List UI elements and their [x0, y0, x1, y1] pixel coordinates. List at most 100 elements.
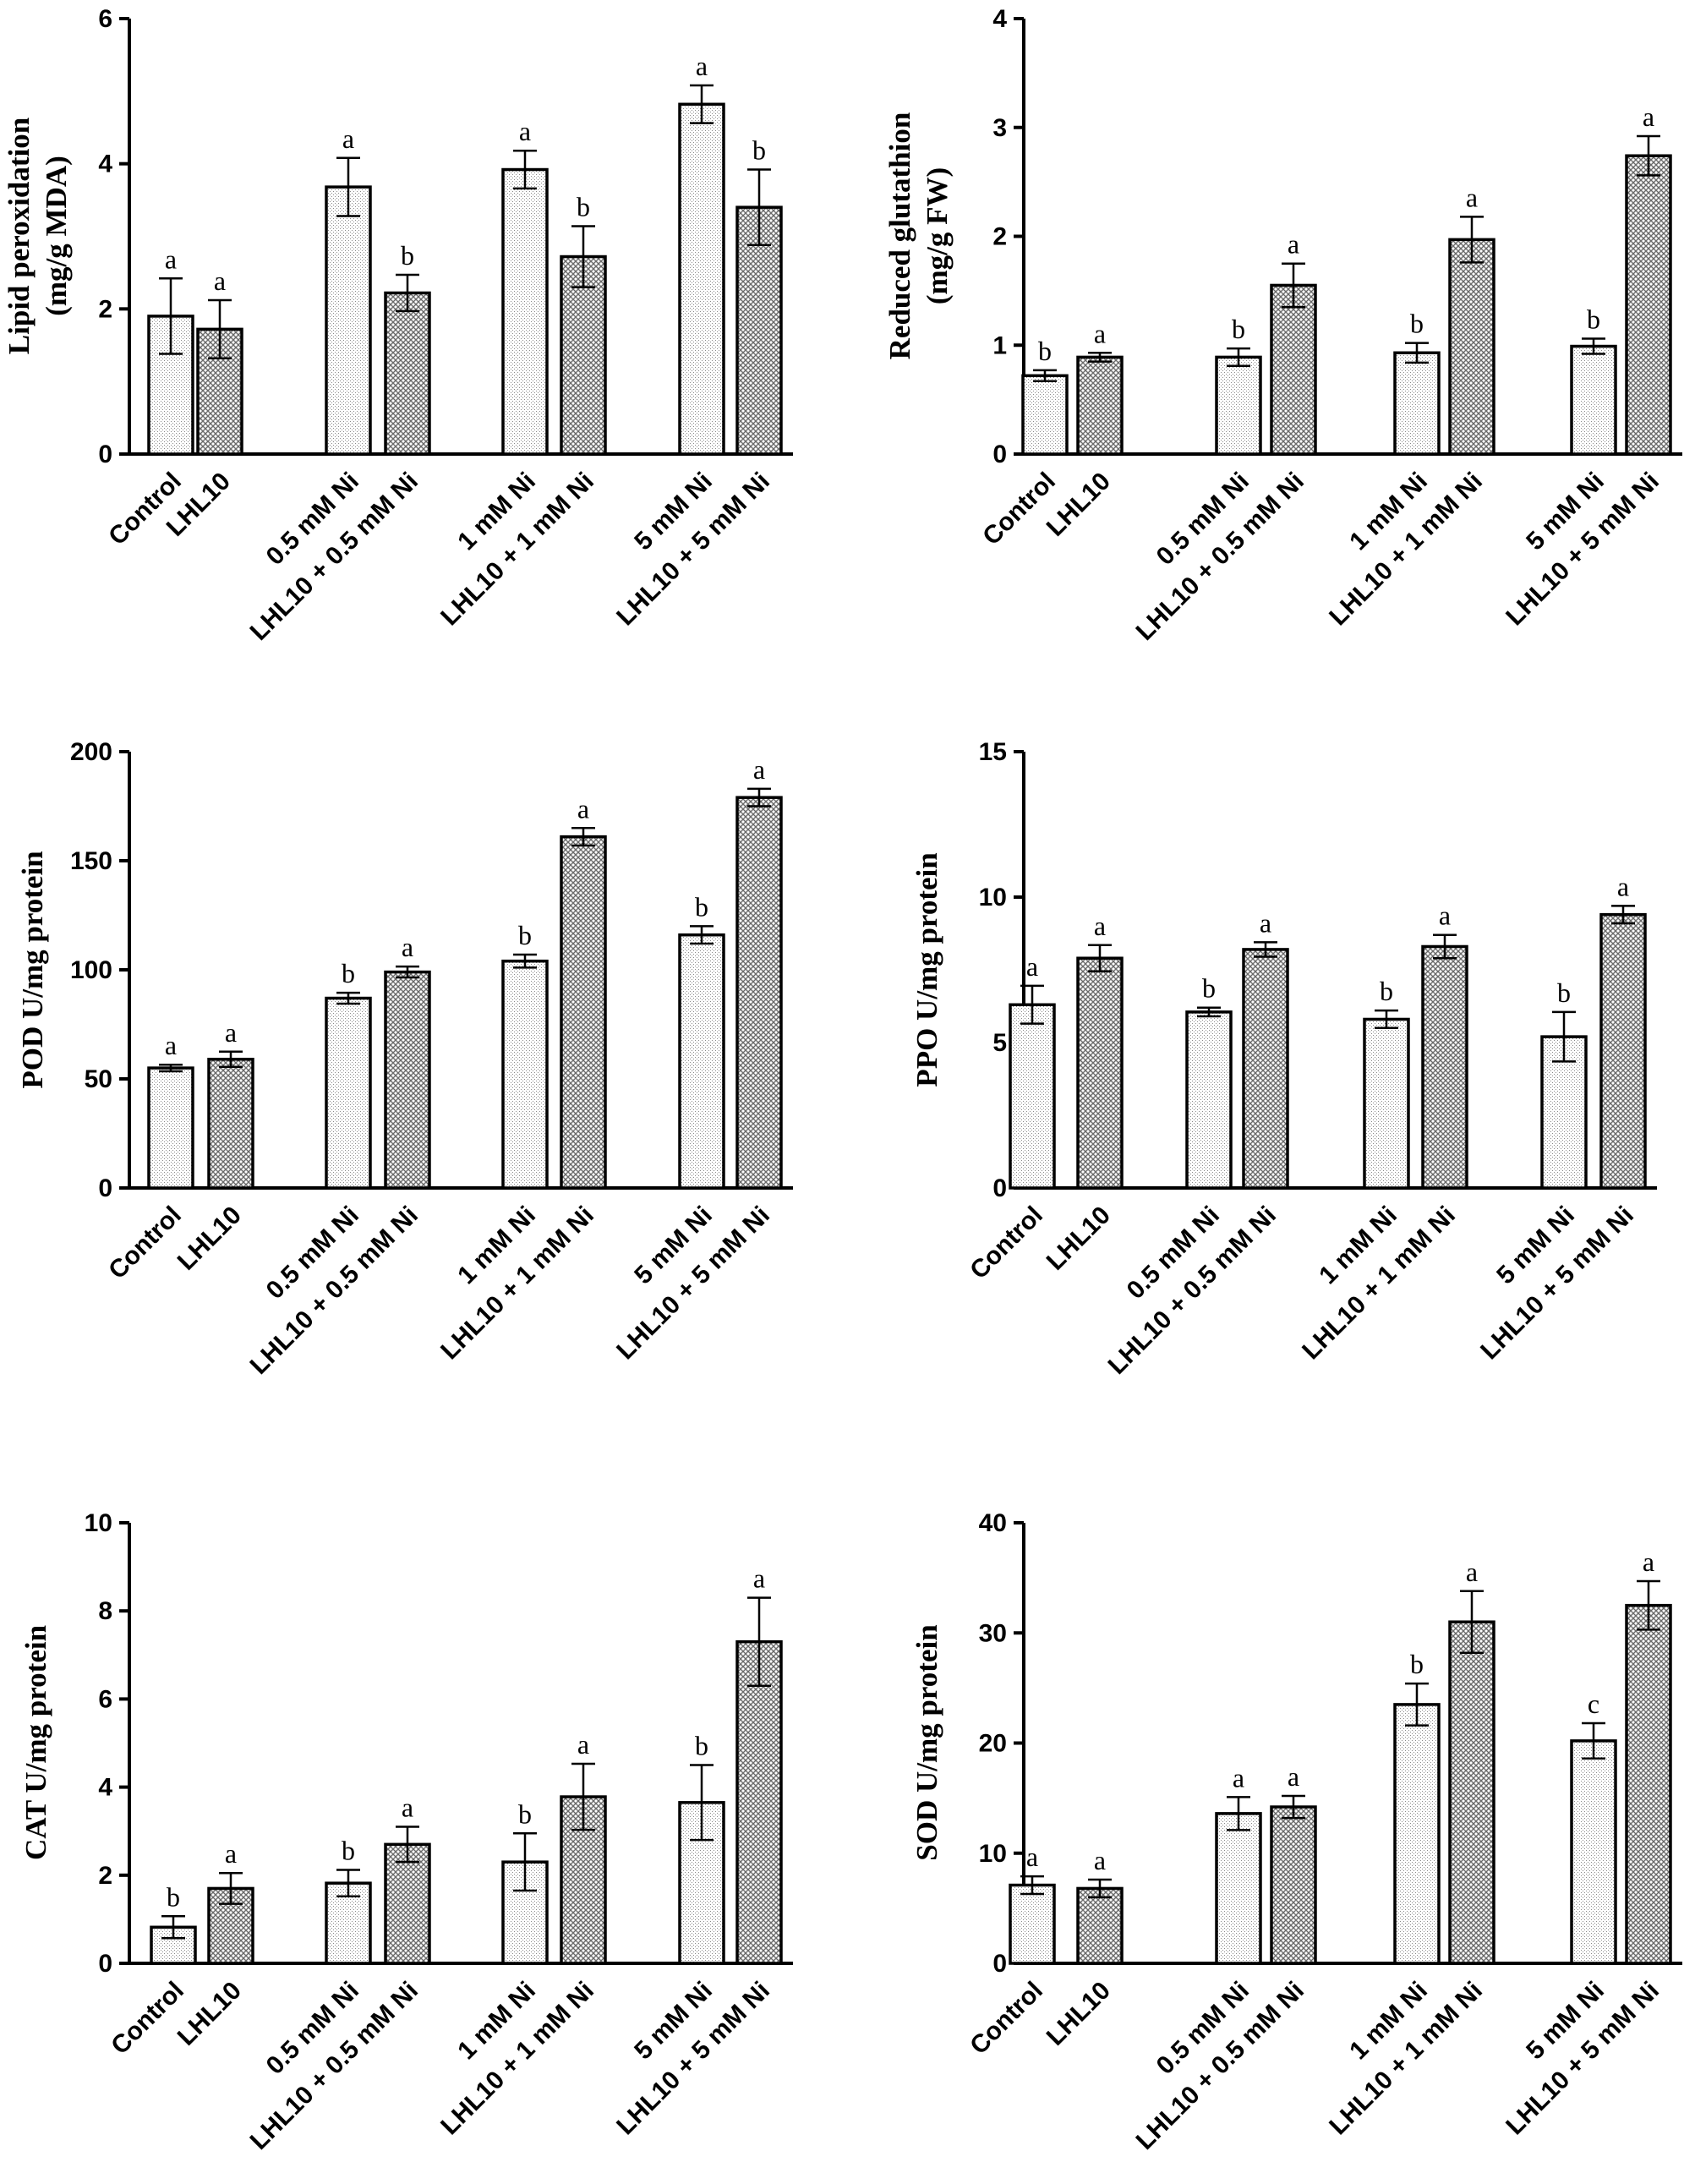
significance-letter: a — [1260, 907, 1271, 938]
significance-letter: b — [695, 891, 708, 922]
significance-letter: b — [695, 1731, 708, 1761]
bar — [735, 796, 783, 1190]
error-bar — [1582, 337, 1605, 355]
category-label: Control — [106, 1977, 189, 2061]
y-tick-label: 4 — [992, 5, 1007, 33]
y-tick-label: 10 — [979, 1840, 1007, 1868]
y-tick-label: 5 — [992, 1029, 1007, 1057]
significance-letter: a — [165, 244, 177, 274]
category-label: Control — [965, 1201, 1048, 1285]
y-axis-title: SOD U/mg protein — [910, 1624, 943, 1860]
error-bar — [208, 298, 232, 359]
error-bar — [1282, 1794, 1305, 1820]
significance-letter: a — [1233, 1762, 1244, 1793]
significance-letter: a — [1643, 1546, 1654, 1577]
significance-letter: a — [402, 932, 413, 962]
error-bar — [1637, 1579, 1660, 1631]
significance-letter: a — [402, 1792, 413, 1822]
y-tick-label: 6 — [98, 5, 112, 33]
category-label: LHL10 — [172, 1201, 247, 1276]
y-axis-title: Reduced glutathion (mg/g FW) — [883, 112, 954, 360]
significance-letter: b — [401, 240, 414, 271]
significance-letter: b — [518, 920, 532, 950]
y-tick-label: 50 — [85, 1065, 112, 1093]
error-bar — [396, 273, 419, 313]
significance-letter: b — [577, 191, 590, 222]
significance-letter: a — [1466, 1557, 1478, 1587]
error-bar — [513, 149, 537, 190]
y-tick-label: 0 — [992, 441, 1007, 468]
error-bar — [1405, 342, 1429, 364]
bar — [147, 1066, 194, 1190]
error-bar — [1552, 1010, 1576, 1063]
y-tick-label: 0 — [98, 1174, 112, 1202]
panel-pod: 0 50 100 150 200 POD U/mg protein a Control a LHL… — [16, 738, 793, 1380]
y-tick-label: 8 — [98, 1597, 112, 1625]
significance-letter: a — [1094, 1845, 1106, 1875]
error-bar — [1088, 1878, 1112, 1899]
panel-sod: 0 10 20 30 40 SOD U/mg protein a Control a LHL10 a… — [910, 1509, 1682, 2155]
bar — [1215, 1812, 1262, 1965]
bar — [560, 255, 607, 456]
error-bar — [1582, 1721, 1605, 1760]
bar — [1393, 351, 1441, 456]
error-bar — [1033, 369, 1057, 382]
significance-letter: a — [696, 51, 708, 81]
error-bar — [747, 787, 771, 807]
bar — [1270, 283, 1317, 456]
y-tick-label: 6 — [98, 1685, 112, 1713]
bar — [678, 102, 725, 456]
significance-letter: a — [165, 1030, 177, 1060]
bar — [1448, 1620, 1495, 1965]
error-bar — [336, 1869, 360, 1898]
error-bar — [161, 1915, 185, 1940]
y-tick-label: 40 — [979, 1509, 1007, 1537]
error-bar — [1088, 944, 1112, 972]
error-bar — [690, 1764, 714, 1842]
error-bar — [159, 277, 183, 355]
y-tick-label: 10 — [979, 884, 1007, 911]
bar — [1570, 1739, 1617, 1965]
y-tick-label: 2 — [98, 1862, 112, 1890]
y-tick-label: 20 — [979, 1730, 1007, 1758]
panel-reduced-glutathion: 0 1 2 3 4 Reduced glutathion (mg/g FW) b Control… — [883, 5, 1682, 646]
category-label: LHL10 — [172, 1977, 247, 2051]
bar — [384, 291, 431, 456]
significance-letter: a — [1643, 101, 1654, 132]
y-tick-label: 0 — [992, 1950, 1007, 1978]
significance-letter: a — [1288, 229, 1299, 260]
significance-letter: b — [752, 135, 766, 166]
significance-letter: b — [518, 1798, 532, 1829]
category-label: Control — [103, 1201, 187, 1285]
significance-letter: a — [753, 1563, 765, 1594]
bar — [1393, 1703, 1441, 1965]
error-bar — [747, 1596, 771, 1688]
significance-letter: a — [1617, 871, 1629, 901]
error-bar — [1460, 216, 1484, 264]
bar — [1625, 154, 1672, 456]
significance-letter: b — [1587, 304, 1600, 335]
error-bar — [571, 225, 595, 288]
category-label: LHL10 — [1042, 1977, 1116, 2051]
significance-letter: a — [753, 754, 765, 785]
y-tick-label: 100 — [70, 956, 112, 984]
category-label: Control — [977, 468, 1061, 551]
error-bar — [219, 1050, 243, 1069]
error-bar — [1405, 1682, 1429, 1727]
error-bar — [690, 925, 714, 945]
significance-letter: a — [1288, 1761, 1299, 1792]
category-label: LHL10 — [1042, 468, 1116, 542]
error-bar — [1282, 262, 1305, 309]
error-bar — [396, 1825, 419, 1864]
error-bar — [571, 1762, 595, 1831]
y-tick-label: 4 — [98, 1774, 112, 1802]
significance-letter: b — [1202, 973, 1216, 1004]
error-bar — [1020, 984, 1044, 1025]
error-bar — [219, 1871, 243, 1905]
significance-letter: a — [519, 116, 531, 146]
error-bar — [1254, 941, 1277, 958]
significance-letter: a — [1026, 1842, 1038, 1872]
error-bar — [1020, 1875, 1044, 1896]
